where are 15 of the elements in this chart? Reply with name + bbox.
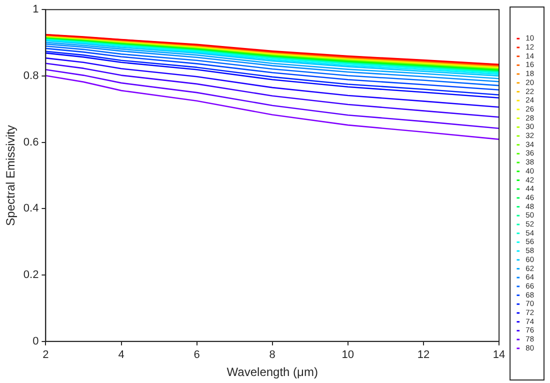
x-tick-label: 2 <box>42 349 49 362</box>
x-tick-label: 6 <box>194 349 200 362</box>
y-tick-label: 0.2 <box>23 269 39 282</box>
x-tick-label: 14 <box>492 349 506 362</box>
x-tick-label: 8 <box>269 349 276 362</box>
x-tick-label: 12 <box>417 349 430 362</box>
y-axis-title: Spectral Emissivity <box>4 125 18 226</box>
y-tick-label: 0.8 <box>23 70 39 82</box>
y-tick-label: 1 <box>32 4 39 16</box>
y-tick-label: 0.4 <box>23 202 39 215</box>
y-tick-label: 0 <box>32 335 39 348</box>
x-axis-title: Wavelength (μm) <box>226 365 318 380</box>
y-tick-label: 0.6 <box>23 136 39 148</box>
x-tick-label: 10 <box>342 349 354 362</box>
x-tick-label: 4 <box>118 349 124 362</box>
